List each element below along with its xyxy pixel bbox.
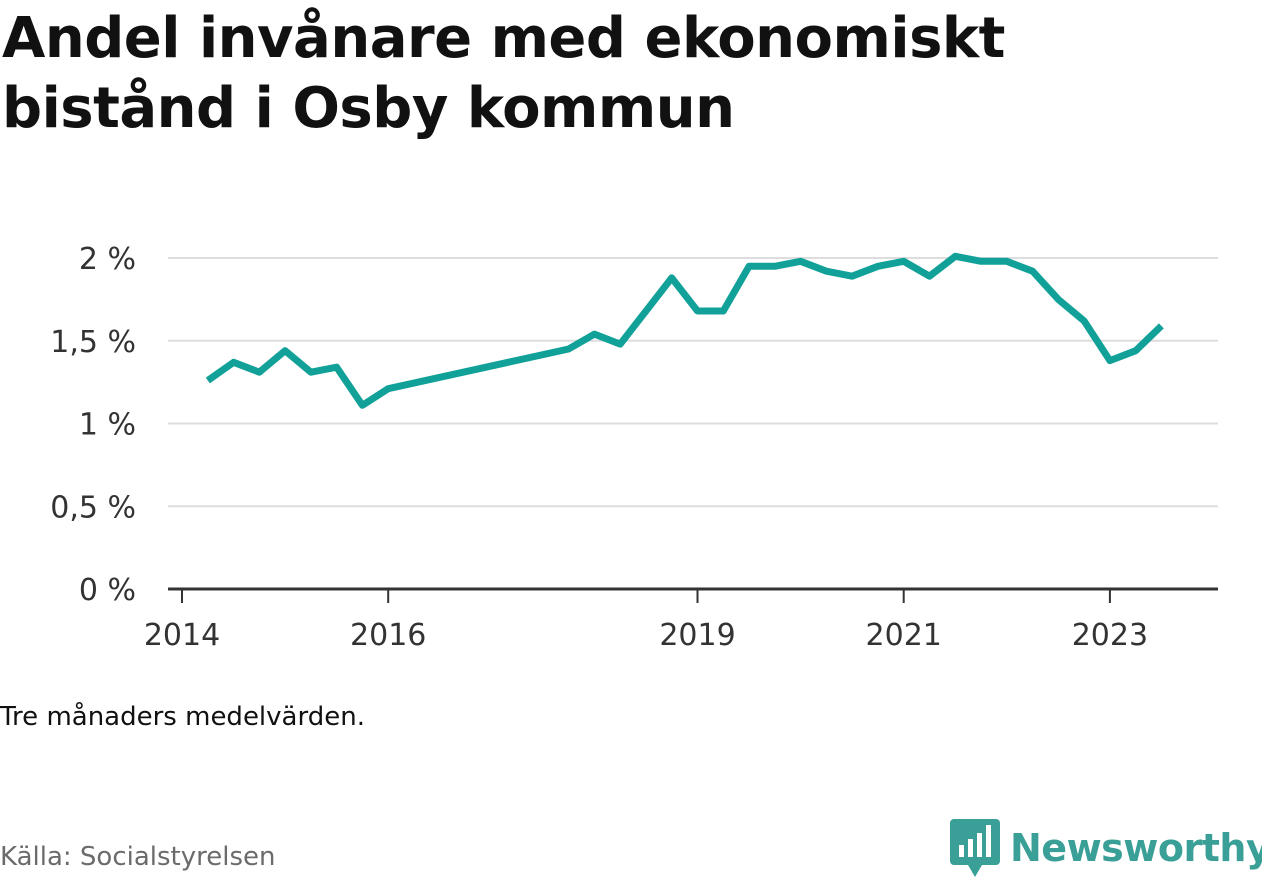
y-axis-tick-labels: 0 % 0,5 % 1 % 1,5 % 2 % bbox=[50, 242, 136, 608]
y-tick-label: 1 % bbox=[79, 408, 136, 443]
x-tick-label: 2021 bbox=[866, 618, 942, 653]
y-tick-label: 1,5 % bbox=[50, 325, 136, 360]
chart-note: Tre månaders medelvärden. bbox=[0, 702, 365, 732]
x-tick-label: 2019 bbox=[659, 618, 735, 653]
x-tick-label: 2023 bbox=[1072, 618, 1148, 653]
chart-title: Andel invånare med ekonomiskt bistånd i … bbox=[2, 6, 1005, 141]
y-tick-label: 2 % bbox=[79, 242, 136, 277]
newsworthy-logo-icon bbox=[950, 819, 1000, 877]
newsworthy-logo-text: Newsworthy bbox=[1010, 826, 1262, 870]
x-axis-ticks: 2014 2016 2019 2021 2023 bbox=[144, 589, 1148, 653]
y-tick-label: 0,5 % bbox=[50, 490, 136, 525]
x-tick-label: 2014 bbox=[144, 618, 220, 653]
data-line-series bbox=[205, 252, 1164, 409]
chart-area: 0 % 0,5 % 1 % 1,5 % 2 % 2014 2016 2019 2021 2023 bbox=[50, 242, 1218, 653]
x-tick-label: 2016 bbox=[350, 618, 426, 653]
y-tick-label: 0 % bbox=[79, 573, 136, 608]
source-text: Källa: Socialstyrelsen bbox=[0, 842, 276, 872]
grid-lines bbox=[168, 257, 1218, 508]
newsworthy-logo[interactable]: Newsworthy bbox=[950, 818, 1262, 878]
